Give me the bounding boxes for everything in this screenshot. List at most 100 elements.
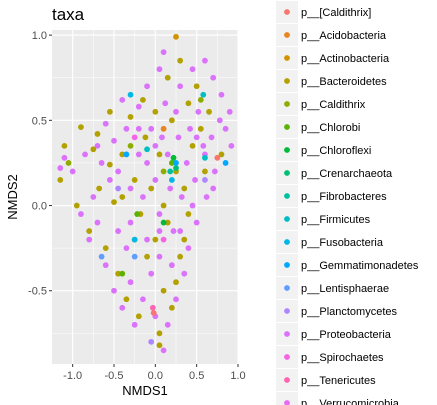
data-point	[82, 151, 88, 158]
data-point	[202, 177, 208, 183]
legend-item: p__Gemmatimonadetes	[276, 254, 419, 276]
y-tick-label: 0.0	[32, 201, 47, 213]
data-point	[208, 134, 215, 141]
legend-key-dot	[284, 308, 290, 314]
x-tick-label: 0.0	[148, 370, 163, 382]
data-point	[156, 228, 163, 234]
data-point	[140, 194, 146, 200]
legend-label: p__Gemmatimonadetes	[301, 260, 419, 272]
x-axis-title: NMDS1	[122, 383, 168, 398]
data-point	[164, 151, 171, 158]
data-point	[127, 219, 134, 226]
data-point	[144, 236, 150, 243]
data-point	[102, 262, 109, 269]
data-point	[69, 168, 76, 175]
legend-label: p__[Caldithrix]	[301, 7, 371, 19]
data-point	[152, 142, 159, 149]
data-point	[187, 125, 193, 132]
data-point	[127, 279, 134, 286]
legend-key-dot	[284, 124, 290, 130]
data-point	[160, 347, 167, 354]
data-point	[78, 124, 84, 131]
data-point	[156, 151, 163, 158]
data-point	[135, 151, 142, 158]
legend-item: p__Tenericutes	[276, 369, 376, 391]
data-point	[197, 125, 204, 132]
data-point	[140, 296, 146, 303]
y-axis-title: NMDS2	[5, 174, 20, 220]
data-point	[86, 228, 93, 234]
legend-item: p__Fibrobacteres	[276, 185, 387, 207]
legend-key-dot	[284, 170, 290, 176]
data-point	[173, 279, 179, 286]
data-point	[115, 270, 122, 277]
legend-item: p__Firmicutes	[276, 208, 371, 230]
data-point	[78, 211, 84, 217]
legend-item: p__Chlorobi	[276, 116, 360, 138]
data-point	[177, 228, 184, 234]
legend-key-background	[276, 392, 298, 405]
data-point	[131, 253, 138, 260]
legend-label: p__Acidobacteria	[301, 30, 387, 42]
data-point	[73, 202, 80, 209]
data-point	[131, 177, 138, 183]
data-point	[222, 160, 229, 166]
legend-label: p__Verrucomicrobia	[301, 398, 400, 405]
data-point	[123, 296, 130, 303]
data-point	[214, 154, 221, 161]
data-point	[193, 83, 200, 90]
y-tick-label: 1.0	[32, 30, 47, 42]
data-point	[152, 177, 159, 183]
data-point	[94, 131, 101, 137]
plot-title: taxa	[52, 5, 85, 24]
data-point	[160, 125, 167, 132]
data-point	[86, 236, 93, 243]
data-point	[206, 108, 212, 115]
x-tick-label: -0.5	[105, 370, 124, 382]
data-point	[148, 125, 155, 132]
data-point	[119, 96, 126, 103]
legend-item: p__Chloroflexi	[276, 139, 371, 161]
data-point	[181, 185, 188, 192]
legend-item: p__Crenarchaeota	[276, 162, 393, 184]
data-point	[61, 154, 68, 161]
minor-gridlines	[52, 30, 238, 364]
legend-label: p__Caldithrix	[301, 99, 366, 111]
legend-label: p__Fusobacteria	[301, 237, 384, 249]
data-point	[111, 137, 117, 144]
data-point	[181, 270, 188, 277]
data-point	[160, 219, 167, 226]
data-point	[106, 177, 113, 183]
data-point	[127, 185, 134, 192]
legend-item: p__[Caldithrix]	[276, 1, 371, 23]
legend-label: p__Chlorobi	[301, 122, 360, 134]
data-point	[134, 211, 141, 217]
data-point	[222, 125, 229, 132]
data-point	[218, 91, 225, 98]
legend-item: p__Planctomycetes	[276, 300, 397, 322]
data-point	[123, 245, 130, 252]
data-point	[102, 245, 109, 252]
data-point	[189, 66, 196, 73]
data-point	[148, 270, 155, 277]
data-point	[135, 125, 142, 132]
data-point	[181, 236, 188, 243]
legend-item: p__Acidobacteria	[276, 24, 387, 46]
data-point	[218, 151, 225, 158]
data-point	[90, 194, 97, 200]
data-point	[189, 142, 196, 149]
data-point	[202, 154, 208, 161]
data-point	[210, 185, 217, 192]
data-point	[94, 142, 101, 149]
data-point	[156, 66, 163, 73]
legend-item: p__Lentisphaerae	[276, 277, 389, 299]
legend-label: p__Tenericutes	[301, 375, 376, 387]
data-point	[168, 262, 175, 269]
data-point	[173, 160, 179, 166]
x-tick-label: 1.0	[230, 370, 245, 382]
legend-label: p__Crenarchaeota	[301, 168, 393, 180]
data-point	[192, 177, 198, 183]
data-point	[156, 253, 163, 260]
y-axis-ticks: -0.5 0.0 0.5 1.0	[28, 30, 52, 298]
data-point	[159, 134, 165, 141]
